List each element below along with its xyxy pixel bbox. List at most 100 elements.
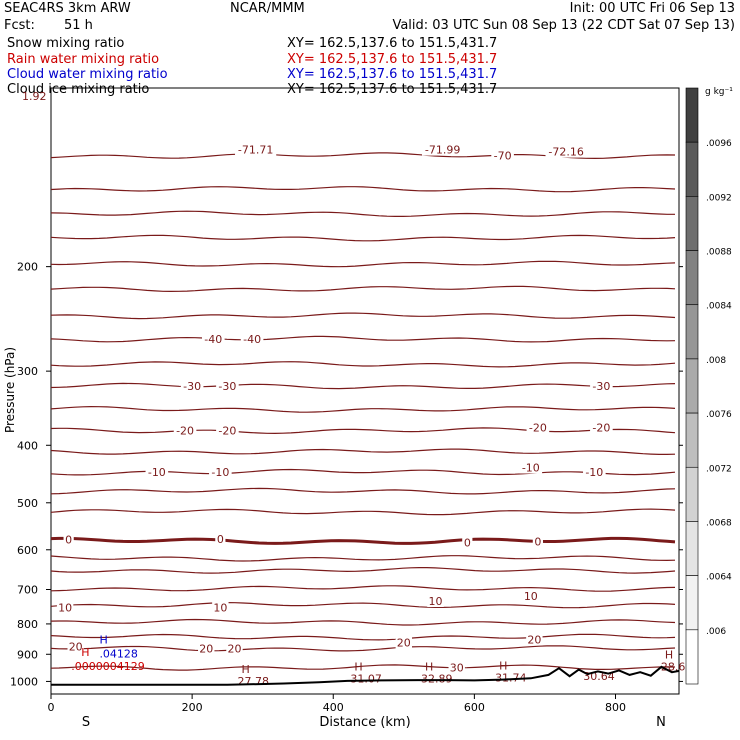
y-tick-label: 900 [17, 648, 38, 661]
colorbar-swatch [685, 87, 699, 143]
contour-label-bg [532, 535, 543, 548]
field-name-cloud-ice: Cloud ice mixing ratio [7, 82, 149, 97]
contour-label-bg [583, 466, 606, 479]
isotherm-contours [50, 152, 676, 671]
init-label: Init: 00 UTC Fri 06 Sep 13 [570, 1, 735, 16]
field-xy-cloud-water: XY= 162.5,137.6 to 151.5,431.7 [287, 67, 497, 82]
experiment-title: SEAC4RS 3km ARW [4, 1, 131, 16]
field-name-snow: Snow mixing ratio [7, 36, 124, 51]
contour-label: 20 [227, 642, 241, 655]
colorbar-tick-label: .0088 [706, 248, 732, 258]
isotherm-line [50, 664, 676, 671]
x-tick-label: 600 [464, 701, 485, 714]
maximum-marker: H [354, 661, 362, 674]
isotherm-line [50, 448, 676, 455]
contour-label-bg [545, 145, 587, 158]
contour-label: 20 [199, 642, 213, 655]
contour-label: -30 [218, 380, 236, 393]
isotherm-line [50, 633, 676, 641]
contour-label: -30 [592, 380, 610, 393]
contour-label: -30 [183, 380, 201, 393]
isotherm-line [50, 312, 676, 320]
colorbar: .0096 .0092 .0088 .0084 .008 .0076 .0072 .0068.… [685, 87, 732, 685]
colorbar-swatch [685, 629, 699, 685]
terrain-line [51, 665, 680, 686]
maximum-marker: H [665, 649, 673, 662]
contour-label-bg [216, 424, 239, 437]
contour-label: 20 [527, 634, 541, 647]
contour-label-bg [590, 421, 613, 434]
valid-label: Valid: 03 UTC Sun 08 Sep 13 (22 CDT Sat … [392, 18, 735, 33]
x-tick-label: 800 [605, 701, 626, 714]
colorbar-tick-label: .0096 [706, 139, 732, 149]
contour-labels: -71.71 -71.99 -70 -72.16 -40 -40 -30 -30 -30 -20 -… [56, 143, 685, 688]
colorbar-tick-label: .0092 [706, 193, 732, 203]
contour-label: -10 [522, 461, 540, 474]
contour-label-bg [522, 590, 540, 603]
colorbar-tick-label: .0068 [706, 518, 732, 528]
y-tick-label: 200 [17, 261, 38, 274]
y-tick-label: 1000 [10, 675, 38, 688]
y-tick-label: 500 [17, 497, 38, 510]
contour-label: 20 [397, 637, 411, 650]
isotherm-line [50, 260, 676, 268]
isotherm-line [50, 382, 676, 390]
isotherm-line [50, 186, 676, 193]
isotherm-line [50, 468, 676, 476]
contour-label-bg [427, 595, 444, 608]
contour-label-bg [240, 333, 264, 346]
colorbar-swatch [685, 358, 699, 414]
colorbar-swatch [685, 466, 699, 522]
field-xy-rain: XY= 162.5,137.6 to 151.5,431.7 [287, 52, 497, 67]
north-end-label: N [656, 715, 666, 730]
colorbar-tick-label: .0076 [706, 410, 732, 420]
contour-label-bg [395, 636, 413, 649]
isotherm-line [50, 285, 676, 293]
x-tick-label: 0 [48, 701, 55, 714]
isotherm-line [50, 645, 676, 652]
contour-label-bg [448, 661, 465, 674]
contour-label-bg [209, 466, 232, 479]
colorbar-swatch [685, 412, 699, 468]
contour-label: -10 [211, 466, 229, 479]
x-axis-label: Distance (km) [319, 715, 410, 730]
x-tick-label: 400 [323, 701, 344, 714]
contour-label-bg [526, 421, 550, 434]
colorbar-tick-label: .006 [706, 627, 726, 637]
rain-water-max-value: .0000004129 [71, 660, 144, 673]
colorbar-tick-label: .008 [706, 356, 726, 366]
contour-label: 30 [450, 661, 464, 674]
contour-label-bg [215, 532, 226, 545]
contour-label: -71.99 [425, 144, 460, 157]
contour-label: 0 [534, 535, 541, 548]
colorbar-swatch [685, 304, 699, 360]
isotherm-line [50, 536, 676, 545]
contour-label-bg [422, 143, 464, 156]
contour-label-bg [216, 380, 239, 393]
field-name-rain: Rain water mixing ratio [7, 52, 159, 67]
y-tick-label: 800 [17, 618, 38, 631]
contour-label-bg [226, 642, 243, 655]
contour-label-bg [462, 536, 473, 549]
contour-label-bg [198, 642, 215, 655]
center-label: NCAR/MMM [230, 1, 305, 16]
maximum-value: 31.07 [350, 673, 382, 686]
cloud-water-max-marker: H [99, 634, 107, 647]
contour-label-bg [235, 143, 277, 156]
plot-frame [50, 87, 680, 695]
colorbar-swatch [685, 250, 699, 306]
contour-label-bg [67, 640, 84, 653]
field-xy-snow: XY= 162.5,137.6 to 151.5,431.7 [287, 36, 497, 51]
contour-label: -40 [243, 333, 261, 346]
maximum-marker: H [499, 659, 507, 672]
y-tick-label: 400 [17, 439, 38, 452]
isotherm-line [50, 585, 676, 592]
cloud-water-max-value: .04128 [99, 648, 137, 661]
contour-label-bg [590, 380, 613, 393]
colorbar-swatch [685, 196, 699, 251]
colorbar-tick-label: .0064 [706, 573, 732, 583]
colorbar-swatch [685, 575, 699, 631]
contour-label: 0 [65, 534, 72, 547]
contour-label: -10 [585, 466, 603, 479]
isotherm-line [50, 487, 676, 495]
